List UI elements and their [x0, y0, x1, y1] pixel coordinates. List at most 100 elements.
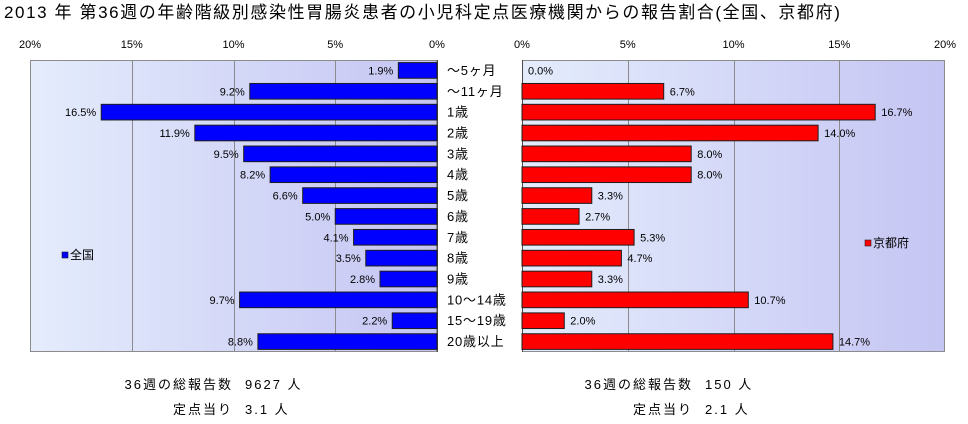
left-bar-4 [243, 145, 438, 163]
left-plot-border [30, 60, 437, 352]
right-total-reports-label: 36週の総報告数 [584, 377, 693, 392]
category-labels: ～5ヶ月 ～11ヶ月 1歳 2歳 3歳 4歳 5歳 6歳 7歳 8歳 9歳 10～14歳 15～19歳 2… [447, 63, 507, 349]
right-tick-label-0: 0% [514, 39, 530, 51]
left-tick-label-3: 15% [121, 39, 143, 51]
left-value-label-11: 9.7% [210, 295, 235, 307]
right-value-label-12: 2.0% [570, 316, 595, 328]
right-bar-10 [521, 270, 593, 288]
left-tick-label-4: 20% [19, 39, 41, 51]
right-value-label-9: 4.7% [627, 253, 652, 265]
right-value-label-6: 3.3% [598, 191, 623, 203]
left-bar-10 [379, 270, 438, 288]
right-bar-13 [521, 333, 834, 350]
right-value-label-4: 8.0% [697, 149, 722, 161]
right-value-label-3: 14.0% [824, 128, 855, 140]
left-value-label-2: 16.5% [65, 107, 96, 119]
right-value-label-5: 8.0% [697, 170, 722, 182]
left-value-label-5: 8.2% [240, 170, 265, 182]
right-bar-1 [521, 82, 665, 100]
left-value-label-6: 6.6% [273, 191, 298, 203]
right-bar-5 [521, 166, 692, 184]
left-bar-9 [365, 249, 438, 267]
right-bar-3 [521, 124, 819, 142]
left-tick-label-0: 0% [429, 39, 445, 51]
left-legend-swatch [61, 251, 69, 259]
category-label-12: 15～19歳 [447, 313, 507, 328]
left-bar-0 [397, 62, 438, 79]
category-label-2: 1歳 [447, 105, 469, 120]
right-legend-label: 京都府 [873, 235, 909, 250]
right-tick-label-3: 15% [828, 39, 850, 51]
right-total-reports-value: 150 人 [705, 377, 754, 392]
left-panel: 0% 5% 10% 15% 20% 1.9% 9.2% 16.5% 11.9% 9.5%8.2% 6… [19, 39, 445, 352]
left-bar-1 [249, 82, 438, 100]
left-value-label-12: 2.2% [362, 316, 387, 328]
left-value-label-9: 3.5% [336, 253, 361, 265]
category-label-5: 4歳 [447, 167, 469, 182]
right-per-site-value: 2.1 人 [705, 402, 750, 417]
category-label-0: ～5ヶ月 [447, 63, 496, 78]
left-value-label-0: 1.9% [368, 65, 393, 77]
right-bar-6 [521, 187, 593, 204]
right-value-label-2: 16.7% [881, 107, 912, 119]
category-label-3: 2歳 [447, 126, 469, 141]
category-label-11: 10～14歳 [447, 292, 507, 307]
right-value-label-0: 0.0% [528, 65, 553, 77]
category-label-1: ～11ヶ月 [447, 84, 504, 99]
left-value-label-3: 11.9% [159, 128, 190, 140]
right-value-label-13: 14.7% [839, 337, 870, 349]
right-bar-9 [521, 249, 622, 267]
left-bar-7 [334, 208, 438, 225]
left-legend-label: 全国 [70, 247, 94, 262]
left-bar-11 [239, 291, 438, 309]
left-tick-label-1: 5% [327, 39, 343, 51]
right-bar-2 [521, 103, 876, 121]
right-tick-label-2: 10% [722, 39, 744, 51]
right-panel: 0% 5% 10% 15% 20% 0.0% 6.7% 16.7% 14.0% 8.0% 8.0% 3… [514, 39, 956, 352]
right-bar-4 [521, 145, 692, 163]
category-label-6: 5歳 [447, 188, 469, 203]
left-legend: 全国 [61, 247, 94, 262]
left-bar-13 [257, 333, 438, 350]
left-bar-12 [391, 312, 438, 330]
right-bar-12 [521, 312, 565, 330]
right-plot-area [522, 60, 945, 352]
right-bar-7 [521, 208, 580, 225]
left-plot-area [30, 60, 437, 352]
left-per-site-label: 定点当り [172, 402, 233, 417]
left-bar-6 [302, 187, 438, 204]
left-value-label-10: 2.8% [350, 274, 375, 286]
left-bar-5 [269, 166, 438, 184]
right-tick-label-1: 5% [620, 39, 636, 51]
left-value-label-13: 8.8% [228, 337, 253, 349]
left-bar-8 [353, 228, 438, 246]
right-bar-8 [521, 228, 635, 246]
left-total-reports-value: 9627 人 [245, 377, 303, 392]
right-value-label-1: 6.7% [670, 86, 695, 98]
right-legend-swatch [864, 239, 872, 247]
left-per-site-value: 3.1 人 [245, 402, 290, 417]
left-value-label-4: 9.5% [214, 149, 239, 161]
right-bar-11 [521, 291, 749, 309]
left-total-reports-label: 36週の総報告数 [124, 377, 233, 392]
right-tick-label-4: 20% [934, 39, 956, 51]
left-value-label-1: 9.2% [220, 86, 245, 98]
right-value-label-7: 2.7% [585, 211, 610, 223]
chart-title: 2013 年 第36週の年齢階級別感染性胃腸炎患者の小児科定点医療機関からの報告… [4, 3, 842, 22]
right-value-label-8: 5.3% [640, 232, 665, 244]
left-value-label-8: 4.1% [323, 232, 348, 244]
right-value-label-10: 3.3% [598, 274, 623, 286]
right-legend: 京都府 [864, 235, 909, 250]
right-value-label-11: 10.7% [754, 295, 785, 307]
category-label-10: 9歳 [447, 272, 469, 287]
left-tick-label-2: 10% [222, 39, 244, 51]
left-bar-3 [194, 124, 438, 142]
category-label-7: 6歳 [447, 209, 469, 224]
category-label-4: 3歳 [447, 146, 469, 161]
category-label-13: 20歳以上 [447, 334, 504, 349]
left-bar-2 [100, 103, 438, 121]
category-label-9: 8歳 [447, 251, 469, 266]
category-label-8: 7歳 [447, 230, 469, 245]
